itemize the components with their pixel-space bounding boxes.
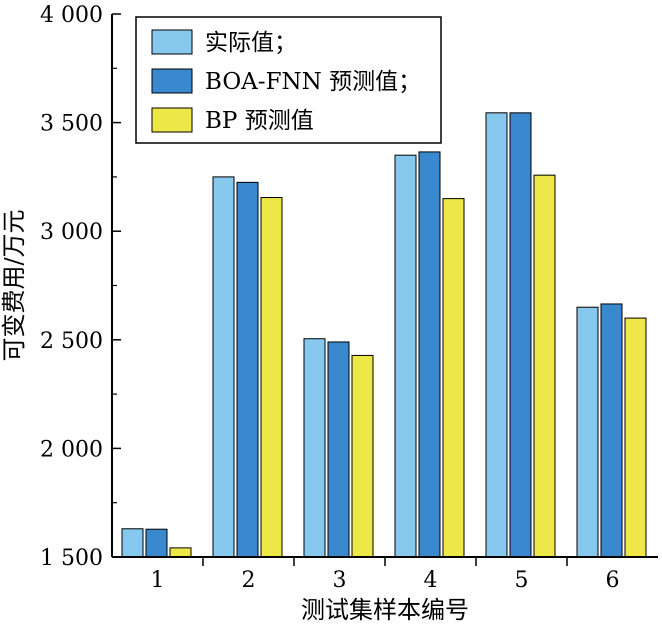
bar-series2-sample-4 xyxy=(418,151,441,558)
bar-series2-sample-6 xyxy=(600,303,623,558)
y-tick-label: 3 500 xyxy=(40,112,103,137)
x-tick-label: 4 xyxy=(424,568,438,593)
y-axis-title: 可变费用/万元 xyxy=(0,209,28,361)
bar-series1-sample-5 xyxy=(485,112,508,558)
bar-series2-sample-3 xyxy=(327,341,350,558)
y-tick-label: 3 000 xyxy=(40,220,103,245)
legend-label-2: BOA-FNN 预测值； xyxy=(205,69,421,95)
bar-series3-sample-4 xyxy=(442,198,465,558)
bar-series1-sample-3 xyxy=(303,338,326,558)
x-axis-title: 测试集样本编号 xyxy=(301,596,469,624)
bar-series3-sample-3 xyxy=(351,354,374,558)
x-tick-label: 2 xyxy=(242,568,256,593)
bar-series3-sample-1 xyxy=(169,547,192,558)
x-tick-label: 6 xyxy=(606,568,620,593)
y-tick-label: 4 000 xyxy=(40,3,103,28)
x-ticks: 1 2 3 4 5 6 xyxy=(151,557,620,593)
bar-series1-sample-6 xyxy=(576,306,599,558)
bar-series2-sample-5 xyxy=(509,112,532,558)
x-tick-label: 3 xyxy=(333,568,347,593)
bar-series3-sample-6 xyxy=(624,317,647,558)
y-tick-label: 2 500 xyxy=(40,329,103,354)
legend-label-1: 实际值； xyxy=(205,30,297,56)
bar-series1-sample-4 xyxy=(394,154,417,558)
legend-swatch-2 xyxy=(151,68,193,94)
x-tick-label: 1 xyxy=(151,568,165,593)
bar-series2-sample-2 xyxy=(236,181,259,558)
legend-swatch-3 xyxy=(151,107,193,133)
y-tick-label: 2 000 xyxy=(40,437,103,462)
bars-group xyxy=(121,112,647,558)
bar-series3-sample-5 xyxy=(533,174,556,558)
y-ticks: 1 500 2 000 2 500 3 000 3 500 4 000 xyxy=(40,3,121,571)
legend-swatch-1 xyxy=(151,29,193,55)
legend-label-3: BP 预测值 xyxy=(205,108,314,134)
legend: 实际值； BOA-FNN 预测值； BP 预测值 xyxy=(135,16,442,144)
x-tick-label: 5 xyxy=(515,568,529,593)
bar-series1-sample-1 xyxy=(121,528,144,558)
bar-series2-sample-1 xyxy=(145,528,168,558)
bar-series3-sample-2 xyxy=(260,197,283,558)
y-tick-label: 1 500 xyxy=(40,546,103,571)
bar-series1-sample-2 xyxy=(212,176,235,558)
